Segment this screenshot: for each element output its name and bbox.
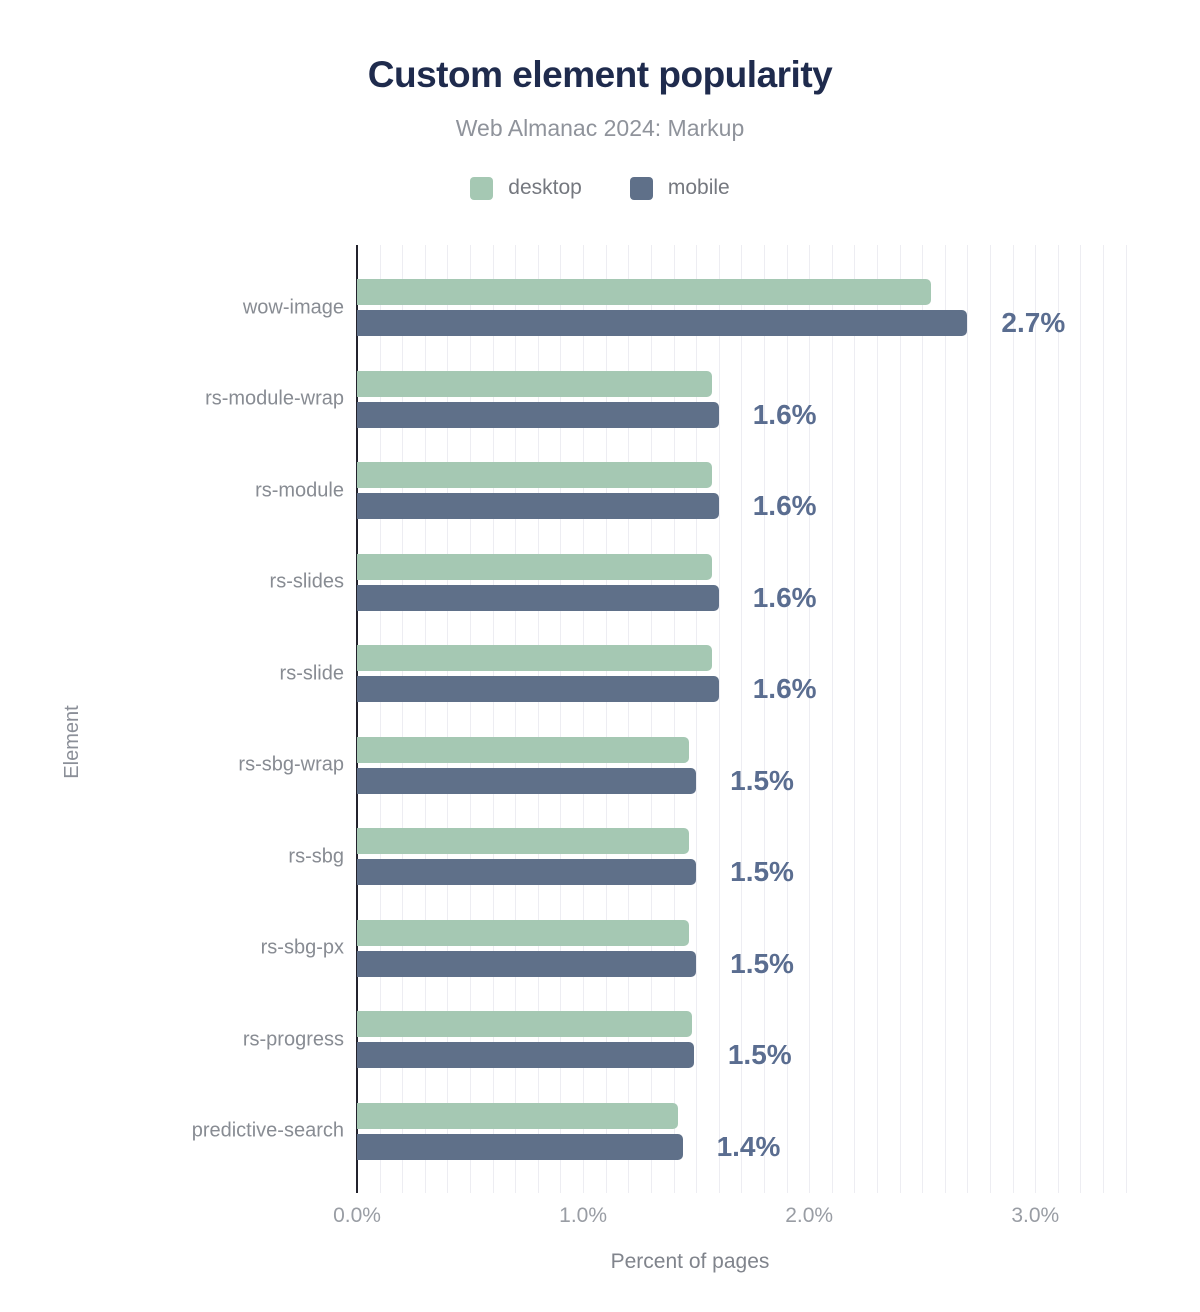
value-label: 1.5% — [730, 856, 794, 888]
legend-item-desktop[interactable]: desktop — [470, 176, 582, 200]
gridline — [899, 245, 901, 1193]
desktop-bar[interactable] — [357, 370, 712, 397]
gridline — [1103, 245, 1105, 1193]
gridline — [447, 245, 449, 1193]
legend-label-desktop: desktop — [508, 176, 582, 199]
desktop-bar[interactable] — [357, 1011, 692, 1038]
mobile-bar[interactable] — [357, 310, 968, 337]
category-label: rs-sbg-px — [260, 936, 344, 959]
gridline — [877, 245, 878, 1193]
x-axis-title: Percent of pages — [610, 1250, 770, 1273]
value-label: 1.6% — [752, 490, 817, 522]
gridline — [696, 245, 698, 1193]
mobile-bar[interactable] — [357, 493, 719, 520]
mobile-bar[interactable] — [357, 1133, 683, 1160]
category-label: rs-module-wrap — [205, 387, 344, 410]
category-label: rs-sbg — [288, 845, 344, 868]
category-label: rs-module — [255, 479, 344, 502]
gridline — [402, 245, 404, 1193]
gridline — [718, 245, 720, 1193]
desktop-bar[interactable] — [357, 645, 712, 672]
mobile-bar[interactable] — [357, 1042, 694, 1069]
gridline — [786, 245, 788, 1193]
gridline — [583, 245, 585, 1193]
legend-label-mobile: mobile — [667, 176, 730, 199]
gridline — [515, 245, 517, 1193]
y-axis-line — [356, 245, 358, 1193]
value-label: 1.4% — [716, 1130, 781, 1162]
desktop-series-swatch-icon — [470, 176, 494, 200]
gridline — [1080, 245, 1082, 1193]
gridline — [470, 245, 472, 1193]
gridline — [990, 245, 992, 1193]
mobile-bar[interactable] — [357, 584, 719, 611]
mobile-bar[interactable] — [357, 767, 697, 794]
gridline — [1125, 245, 1127, 1193]
gridline — [809, 245, 811, 1193]
y-axis-title: Element — [61, 705, 83, 779]
category-label: predictive-search — [191, 1119, 344, 1142]
desktop-bar[interactable] — [357, 919, 690, 946]
category-label: rs-progress — [242, 1028, 344, 1051]
value-label: 1.5% — [727, 1039, 792, 1071]
category-label: wow-image — [242, 296, 344, 319]
mobile-bar[interactable] — [357, 950, 697, 977]
gridline — [628, 245, 630, 1193]
category-label: rs-slide — [279, 662, 344, 685]
value-label: 1.6% — [752, 581, 817, 613]
gridline — [673, 245, 675, 1193]
gridline — [605, 245, 607, 1193]
desktop-bar[interactable] — [357, 553, 712, 580]
gridline — [424, 245, 426, 1193]
desktop-bar[interactable] — [357, 279, 932, 306]
value-label: 1.5% — [730, 764, 794, 796]
legend: desktop mobile — [0, 176, 1200, 200]
gridline — [922, 245, 924, 1193]
desktop-bar[interactable] — [357, 1102, 679, 1129]
mobile-series-swatch-icon — [629, 176, 653, 200]
category-label: rs-sbg-wrap — [238, 753, 344, 776]
mobile-bar[interactable] — [357, 859, 697, 886]
legend-item-mobile[interactable]: mobile — [629, 176, 730, 200]
gridline — [650, 245, 652, 1193]
desktop-bar[interactable] — [357, 462, 712, 489]
gridline — [854, 245, 856, 1193]
gridline — [944, 245, 946, 1193]
gridline — [831, 245, 833, 1193]
value-label: 2.7% — [1001, 307, 1066, 339]
gridline — [741, 245, 743, 1193]
gridline — [763, 245, 765, 1193]
gridline — [537, 245, 539, 1193]
chart-title: Custom element popularity — [367, 54, 833, 95]
mobile-bar[interactable] — [357, 676, 719, 703]
gridline — [1035, 245, 1037, 1193]
gridline — [1057, 245, 1059, 1193]
category-label: rs-slides — [269, 570, 344, 593]
value-label: 1.5% — [730, 947, 794, 979]
x-tick-label: 0.0% — [333, 1204, 381, 1227]
chart-subtitle: Web Almanac 2024: Markup — [455, 115, 745, 141]
mobile-bar[interactable] — [357, 401, 719, 428]
x-tick-label: 1.0% — [559, 1204, 608, 1227]
x-tick-label: 2.0% — [785, 1204, 834, 1227]
value-label: 1.6% — [752, 398, 817, 430]
value-label: 1.6% — [752, 673, 817, 705]
gridline — [560, 245, 562, 1193]
x-tick-label: 3.0% — [1011, 1204, 1060, 1227]
desktop-bar[interactable] — [357, 736, 690, 763]
desktop-bar[interactable] — [357, 828, 690, 855]
gridline — [967, 245, 969, 1193]
gridline — [379, 245, 381, 1193]
gridline — [492, 245, 494, 1193]
gridline — [1012, 245, 1014, 1193]
